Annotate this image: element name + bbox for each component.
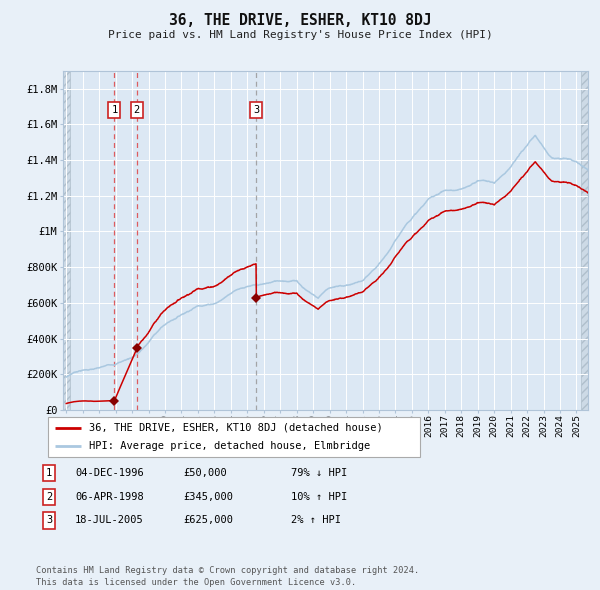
Text: HPI: Average price, detached house, Elmbridge: HPI: Average price, detached house, Elmb… bbox=[89, 441, 370, 451]
Bar bbox=[581, 71, 588, 410]
Text: Contains HM Land Registry data © Crown copyright and database right 2024.
This d: Contains HM Land Registry data © Crown c… bbox=[36, 566, 419, 587]
Text: £345,000: £345,000 bbox=[183, 492, 233, 502]
Text: 1: 1 bbox=[46, 468, 52, 478]
Text: 10% ↑ HPI: 10% ↑ HPI bbox=[291, 492, 347, 502]
Text: 36, THE DRIVE, ESHER, KT10 8DJ (detached house): 36, THE DRIVE, ESHER, KT10 8DJ (detached… bbox=[89, 423, 383, 433]
Text: 06-APR-1998: 06-APR-1998 bbox=[75, 492, 144, 502]
Text: 04-DEC-1996: 04-DEC-1996 bbox=[75, 468, 144, 478]
FancyBboxPatch shape bbox=[48, 417, 420, 457]
Text: £50,000: £50,000 bbox=[183, 468, 227, 478]
Text: Price paid vs. HM Land Registry's House Price Index (HPI): Price paid vs. HM Land Registry's House … bbox=[107, 30, 493, 40]
Text: 36, THE DRIVE, ESHER, KT10 8DJ: 36, THE DRIVE, ESHER, KT10 8DJ bbox=[169, 13, 431, 28]
Text: 2% ↑ HPI: 2% ↑ HPI bbox=[291, 516, 341, 525]
Text: 3: 3 bbox=[253, 105, 259, 115]
Text: 3: 3 bbox=[46, 516, 52, 525]
Text: 2: 2 bbox=[46, 492, 52, 502]
Text: 1: 1 bbox=[111, 105, 118, 115]
Bar bbox=[63, 71, 70, 410]
Text: 79% ↓ HPI: 79% ↓ HPI bbox=[291, 468, 347, 478]
Text: 18-JUL-2005: 18-JUL-2005 bbox=[75, 516, 144, 525]
Text: £625,000: £625,000 bbox=[183, 516, 233, 525]
Text: 2: 2 bbox=[133, 105, 140, 115]
